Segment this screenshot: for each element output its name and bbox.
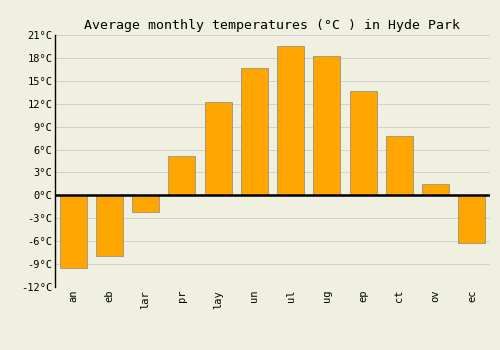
Bar [204, 102, 232, 195]
Bar [350, 91, 376, 195]
Bar [168, 156, 196, 195]
Bar [458, 195, 485, 243]
Bar [132, 195, 159, 212]
Bar [241, 68, 268, 195]
Bar [60, 195, 86, 268]
Bar [422, 184, 449, 195]
Bar [386, 136, 413, 195]
Title: Average monthly temperatures (°C ) in Hyde Park: Average monthly temperatures (°C ) in Hy… [84, 20, 460, 33]
Bar [314, 56, 340, 195]
Bar [96, 195, 123, 257]
Bar [277, 47, 304, 195]
